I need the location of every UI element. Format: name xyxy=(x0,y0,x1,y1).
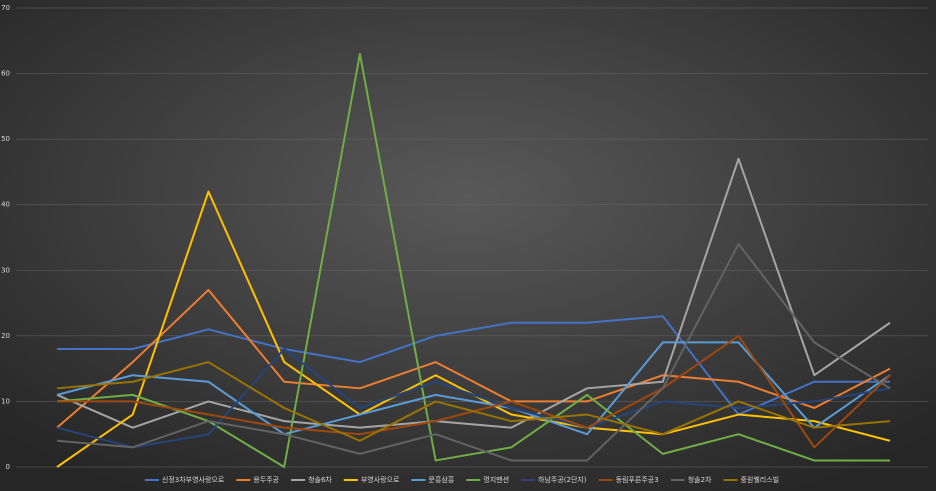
legend-item: 동림푸른주공3 xyxy=(598,476,659,484)
series-line xyxy=(56,157,891,429)
legend-item: 중원웰리스빌 xyxy=(723,475,779,484)
legend-item: 용두주공 xyxy=(236,476,280,484)
legend-label: 하남주공(2단지) xyxy=(538,475,587,484)
legend-item: 하남주공(2단지) xyxy=(521,475,587,484)
series-line xyxy=(56,243,891,462)
legend-item: 부영사랑으로 xyxy=(343,475,400,484)
y-tick-label: 10 xyxy=(1,397,10,405)
series-line xyxy=(56,52,890,468)
legend-label: 신정3차부영사랑으로 xyxy=(162,475,225,484)
y-tick-label: 50 xyxy=(1,135,10,143)
legend-label: 청솔2차 xyxy=(688,475,712,484)
y-tick-label: 30 xyxy=(1,266,10,274)
series-line xyxy=(56,361,891,442)
series-line xyxy=(56,347,891,449)
legend-item: 청솔2차 xyxy=(670,475,712,484)
legend-item: 청솔6차 xyxy=(291,475,332,484)
legend-label: 명지맨션 xyxy=(483,475,509,484)
legend-label: 동림푸른주공3 xyxy=(616,476,659,484)
y-tick-label: 70 xyxy=(1,4,10,12)
y-tick-label: 40 xyxy=(1,201,10,209)
y-tick-label: 20 xyxy=(1,332,10,340)
legend: 신정3차부영사랑으로 용두주공 청솔6차 부영사랑으로 문흥삼흥 명지맨션 하남주공(2단지… xyxy=(144,475,779,484)
series-line xyxy=(56,288,891,429)
legend-label: 문흥삼흥 xyxy=(429,475,455,484)
legend-label: 중원웰리스빌 xyxy=(740,475,779,484)
legend-label: 부영사랑으로 xyxy=(361,475,400,484)
legend-item: 문흥삼흥 xyxy=(411,475,455,484)
y-tick-label: 60 xyxy=(1,70,10,78)
legend-label: 청솔6차 xyxy=(308,475,332,484)
legend-item: 명지맨션 xyxy=(466,475,509,484)
legend-item: 신정3차부영사랑으로 xyxy=(144,475,225,484)
series-line xyxy=(56,341,891,436)
y-tick-label: 0 xyxy=(6,463,10,471)
legend-label: 용두주공 xyxy=(253,476,279,484)
series-line xyxy=(57,315,890,416)
